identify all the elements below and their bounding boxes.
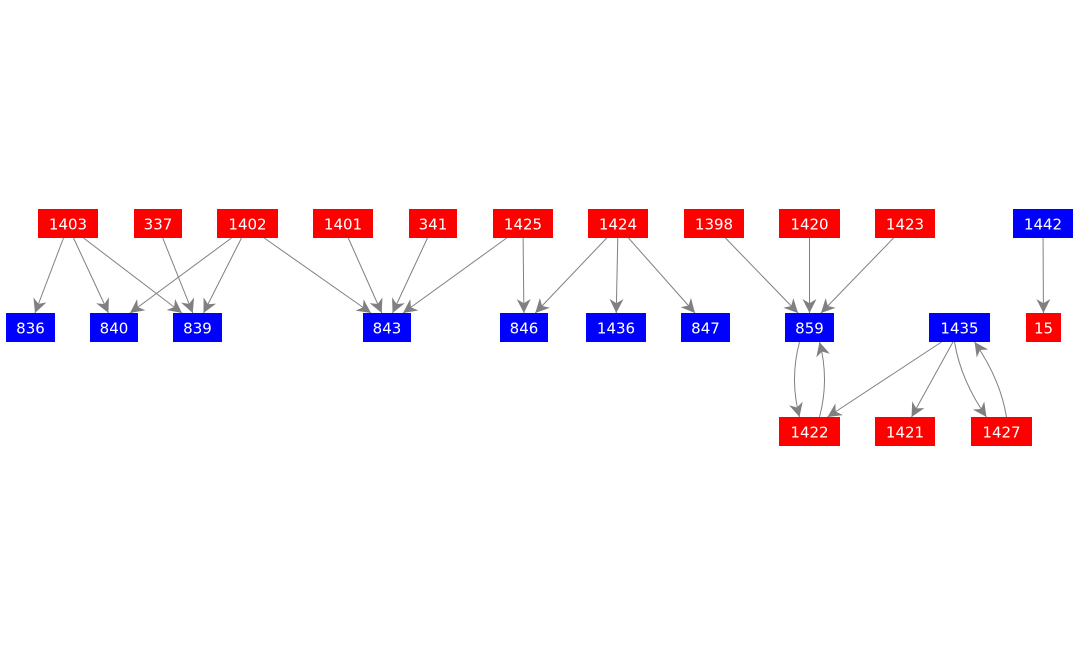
node-label: 1435: [940, 320, 978, 338]
node-label: 843: [373, 320, 402, 338]
node-box: [875, 209, 935, 238]
node-846[interactable]: 846: [500, 313, 548, 342]
node-341[interactable]: 341: [409, 209, 457, 238]
node-1436[interactable]: 1436: [586, 313, 646, 342]
edge-1403-to-839: [83, 237, 183, 314]
node-label: 1424: [599, 216, 637, 234]
node-label: 859: [795, 320, 824, 338]
edge-1398-to-859: [725, 237, 799, 314]
node-box: [1013, 209, 1073, 238]
edge-1425-to-843: [402, 237, 507, 314]
node-847[interactable]: 847: [681, 313, 730, 342]
node-1424[interactable]: 1424: [588, 209, 648, 238]
edge-1424-to-847: [628, 237, 696, 314]
node-box: [681, 313, 730, 342]
edge-1403-to-836: [33, 237, 64, 314]
node-label: 341: [419, 216, 448, 234]
node-1403[interactable]: 1403: [38, 209, 98, 238]
edge-1423-to-859: [820, 237, 894, 314]
node-843[interactable]: 843: [363, 313, 411, 342]
edge-1435-to-1421: [911, 341, 954, 418]
edge-341-to-843: [392, 237, 428, 314]
node-1422[interactable]: 1422: [779, 417, 840, 446]
node-1402[interactable]: 1402: [217, 209, 278, 238]
edge-1422-to-859: [816, 341, 830, 418]
node-label: 1436: [597, 320, 635, 338]
node-box: [173, 313, 222, 342]
node-1423[interactable]: 1423: [875, 209, 935, 238]
node-label: 1421: [886, 424, 924, 442]
node-label: 847: [691, 320, 720, 338]
node-box: [779, 209, 840, 238]
node-box: [6, 313, 55, 342]
edge-1401-to-843: [347, 237, 383, 314]
node-box: [363, 313, 411, 342]
node-box: [779, 417, 840, 446]
node-label: 337: [144, 216, 173, 234]
node-box: [875, 417, 935, 446]
node-label: 1420: [790, 216, 828, 234]
node-1425[interactable]: 1425: [493, 209, 553, 238]
node-839[interactable]: 839: [173, 313, 222, 342]
node-box: [38, 209, 98, 238]
node-box: [785, 313, 834, 342]
node-box: [1026, 313, 1061, 342]
node-label: 15: [1034, 320, 1053, 338]
edge-1403-to-840: [73, 237, 109, 314]
node-label: 1425: [504, 216, 542, 234]
node-box: [409, 209, 457, 238]
node-label: 846: [510, 320, 539, 338]
node-1427[interactable]: 1427: [971, 417, 1032, 446]
node-label: 1402: [228, 216, 266, 234]
node-label: 1427: [982, 424, 1020, 442]
node-box: [588, 209, 648, 238]
node-label: 840: [100, 320, 129, 338]
node-1398[interactable]: 1398: [684, 209, 744, 238]
edge-1402-to-840: [129, 237, 232, 314]
edge-1402-to-839: [203, 237, 242, 314]
node-1420[interactable]: 1420: [779, 209, 840, 238]
node-box: [134, 209, 182, 238]
edge-1425-to-846: [516, 237, 531, 314]
node-box: [971, 417, 1032, 446]
node-1435[interactable]: 1435: [929, 313, 990, 342]
node-label: 1401: [324, 216, 362, 234]
node-label: 839: [183, 320, 212, 338]
edge-1435-to-1427: [954, 341, 987, 418]
node-337[interactable]: 337: [134, 209, 182, 238]
nodes: 1403 337 1402 1401 341 1425 1424 1398 1420 1423 14…: [6, 209, 1073, 446]
node-1442[interactable]: 1442: [1013, 209, 1073, 238]
node-840[interactable]: 840: [90, 313, 138, 342]
node-label: 1442: [1024, 216, 1062, 234]
node-1421[interactable]: 1421: [875, 417, 935, 446]
node-859[interactable]: 859: [785, 313, 834, 342]
node-label: 836: [16, 320, 45, 338]
node-label: 1423: [886, 216, 924, 234]
node-15[interactable]: 15: [1026, 313, 1061, 342]
node-box: [493, 209, 553, 238]
node-box: [684, 209, 744, 238]
edge-1424-to-1436: [609, 237, 624, 314]
node-box: [929, 313, 990, 342]
node-label: 1422: [790, 424, 828, 442]
edge-337-to-839: [162, 237, 195, 314]
node-1401[interactable]: 1401: [313, 209, 373, 238]
edge-1427-to-1435: [974, 341, 1007, 418]
node-box: [217, 209, 278, 238]
node-836[interactable]: 836: [6, 313, 55, 342]
node-box: [586, 313, 646, 342]
edge-1402-to-843: [263, 237, 372, 314]
node-label: 1403: [49, 216, 87, 234]
node-label: 1398: [695, 216, 733, 234]
edges: [33, 237, 1051, 418]
edge-1435-to-1422: [827, 341, 942, 418]
edge-1424-to-846: [534, 237, 608, 314]
node-box: [90, 313, 138, 342]
edge-859-to-1422: [789, 341, 803, 418]
node-box: [313, 209, 373, 238]
node-box: [500, 313, 548, 342]
